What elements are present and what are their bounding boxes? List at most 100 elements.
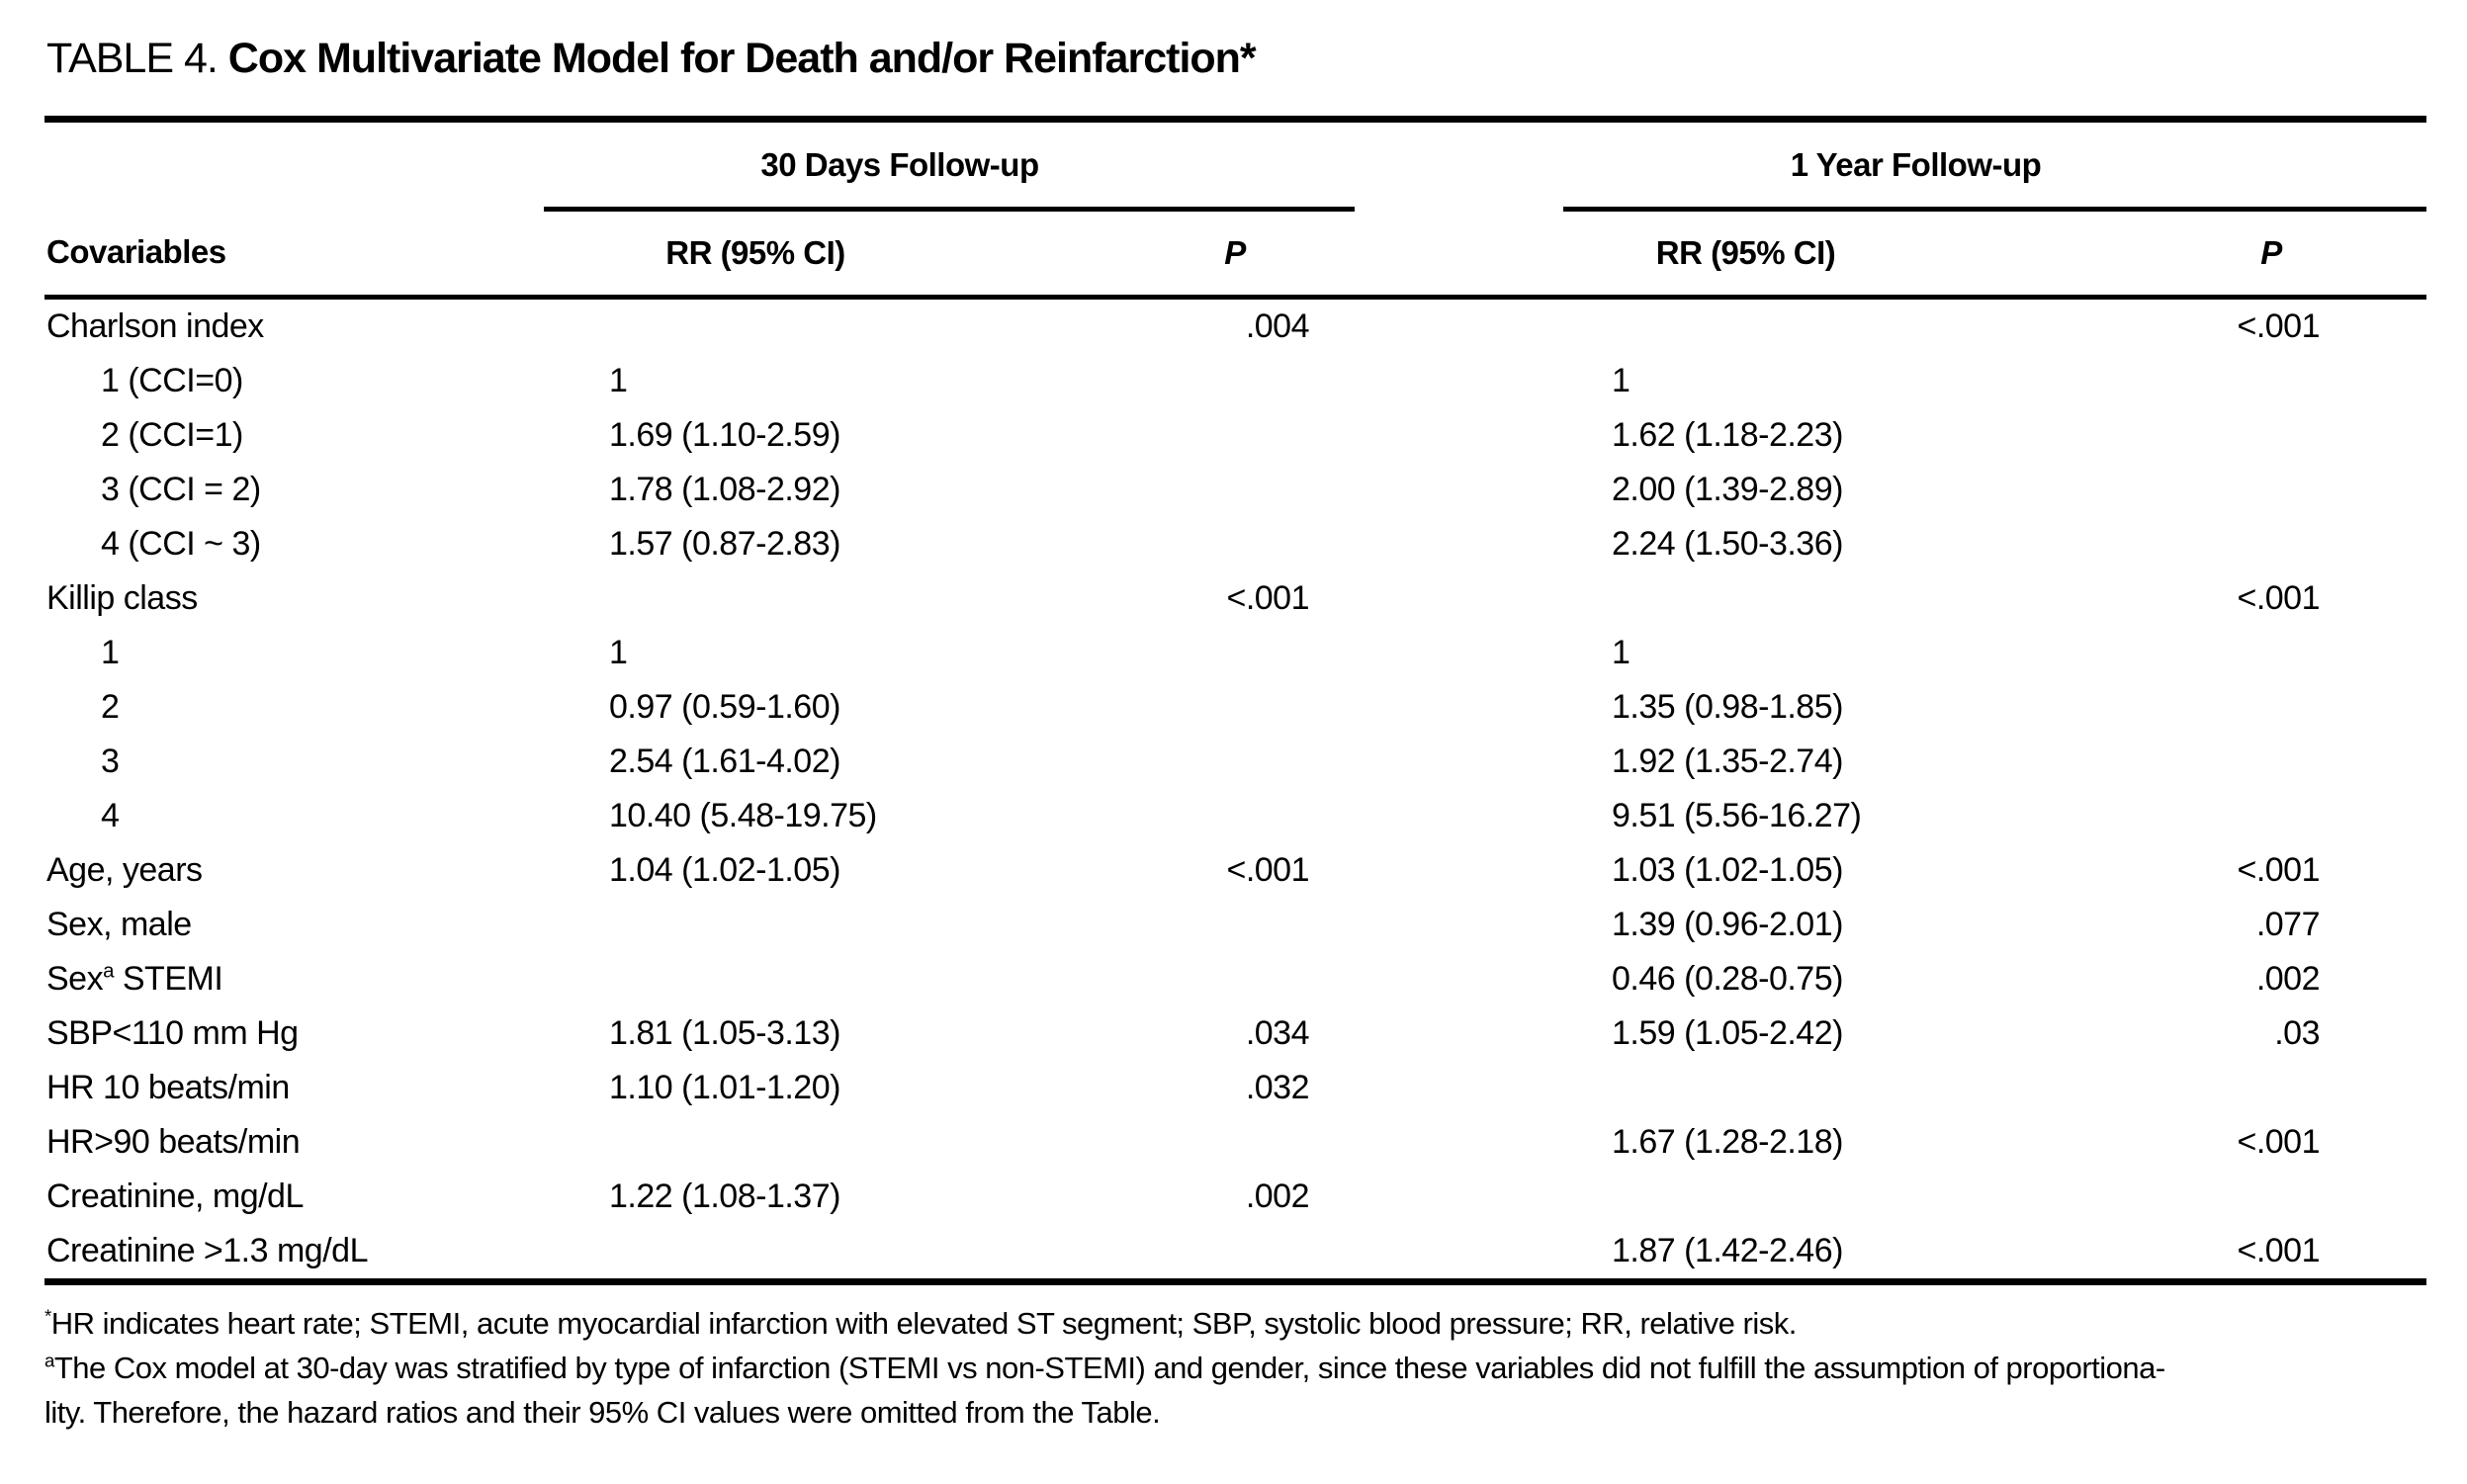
table-row: 3 2.54 (1.61-4.02) 1.92 (1.35-2.74) [44,735,2426,789]
table-header: 30 Days Follow-up 1 Year Follow-up Covar… [44,119,2426,300]
table-row: HR 10 beats/min 1.10 (1.01-1.20) .032 [44,1061,2426,1115]
rr-30d-value: 1.10 (1.01-1.20) [609,1069,840,1106]
table-row: HR>90 beats/min 1.67 (1.28-2.18) <.001 [44,1115,2426,1170]
rr-30d-value: 10.40 (5.48-19.75) [609,797,877,834]
rr-1y-value: 0.46 (0.28-0.75) [1612,960,1843,998]
rr-1y-value: 1.67 (1.28-2.18) [1612,1123,1843,1161]
p-1y-value [2076,735,2426,789]
p-1y-value: <.001 [2237,307,2320,345]
table-row: Killip class <.001 <.001 [44,571,2426,626]
rr-1y-value [1563,571,2076,626]
p-1y-value [2076,1170,2426,1224]
p-30d-value: .034 [1245,1014,1310,1052]
table-row: 4 10.40 (5.48-19.75) 9.51 (5.56-16.27) [44,789,2426,843]
rr-30d-value: 1.78 (1.08-2.92) [609,471,840,508]
table-row: 4 (CCI ~ 3) 1.57 (0.87-2.83) 2.24 (1.50-3.… [44,517,2426,571]
p-1y-value [2076,1061,2426,1115]
p-1y-value: <.001 [2237,579,2320,617]
gap-cell [1355,898,1563,952]
p-30d-value [1115,626,1355,680]
covariable-label: Sexa STEMI [46,960,223,998]
table-row: Sex, male 1.39 (0.96-2.01) .077 [44,898,2426,952]
p-30d-value: .002 [1245,1178,1310,1215]
p-1y-value: <.001 [2237,1232,2320,1269]
rr-1y-value: 1 [1612,362,1630,399]
covariable-label: 2 [101,688,120,726]
gap-cell [1355,1115,1563,1170]
spanner-gap-cell [1355,120,1563,210]
p-1y-value [2076,789,2426,843]
p-30d-value [1115,952,1355,1006]
rr-30d-value [544,1115,1115,1170]
column-header-p-30d: P [1115,209,1355,300]
gap-cell [1355,1170,1563,1224]
column-header-rr-30d: RR (95% CI) [544,209,1115,300]
gap-cell [1355,952,1563,1006]
rr-1y-value [1563,298,2076,355]
p-30d-value: .032 [1245,1069,1310,1106]
rr-30d-value: 1.04 (1.02-1.05) [609,851,840,889]
p-1y-value [2076,626,2426,680]
rr-1y-value: 1 [1612,634,1630,671]
p-30d-value [1115,517,1355,571]
rr-1y-value: 1.03 (1.02-1.05) [1612,851,1843,889]
p-1y-value [2076,680,2426,735]
p-1y-value: .002 [2255,960,2321,998]
gap-cell [1355,463,1563,517]
p-1y-value [2076,463,2426,517]
page: TABLE 4. Cox Multivariate Model for Deat… [0,34,2467,1435]
covariable-label: 4 (CCI ~ 3) [101,525,261,563]
table-body: Charlson index .004 <.001 1 (CCI=0) 1 1 2 (CCI… [44,298,2426,1282]
rr-30d-value: 1 [609,362,628,399]
p-30d-value [1115,463,1355,517]
gap-cell [1355,680,1563,735]
rr-1y-value [1563,1170,2076,1224]
rr-1y-value: 1.62 (1.18-2.23) [1612,416,1843,454]
p-30d-value: .004 [1245,307,1310,345]
p-1y-value: <.001 [2237,1123,2320,1161]
p-30d-value [1115,898,1355,952]
rr-30d-value: 2.54 (1.61-4.02) [609,742,840,780]
rr-1y-value: 2.24 (1.50-3.36) [1612,525,1843,563]
rr-30d-value [544,298,1115,355]
rr-1y-value [1563,1061,2076,1115]
table-row: 1 1 1 [44,626,2426,680]
gap-cell [1355,843,1563,898]
table-title-text: Cox Multivariate Model for Death and/or … [227,35,1257,82]
table-row: Age, years 1.04 (1.02-1.05) <.001 1.03 (1.0… [44,843,2426,898]
table-row: 2 0.97 (0.59-1.60) 1.35 (0.98-1.85) [44,680,2426,735]
covariable-label: Charlson index [46,307,264,345]
p-30d-value [1115,354,1355,408]
column-header-gap [1355,209,1563,300]
covariable-label: 3 [101,742,120,780]
covariable-label: Sex, male [46,906,192,943]
rr-30d-value: 0.97 (0.59-1.60) [609,688,840,726]
covariable-label: Killip class [46,579,198,617]
group-header-30-days: 30 Days Follow-up [544,119,1355,212]
covariable-label: Age, years [46,851,203,889]
gap-cell [1355,408,1563,463]
covariable-label: Creatinine >1.3 mg/dL [46,1232,368,1269]
table-title: TABLE 4. Cox Multivariate Model for Deat… [46,34,2426,84]
gap-cell [1355,571,1563,626]
table-number-label: TABLE 4. [46,35,219,82]
gap-cell [1355,298,1563,355]
rr-1y-value: 1.35 (0.98-1.85) [1612,688,1843,726]
rr-30d-value: 1.81 (1.05-3.13) [609,1014,840,1052]
rr-30d-value: 1.22 (1.08-1.37) [609,1178,840,1215]
covariable-label: HR 10 beats/min [46,1069,290,1106]
table-row: Creatinine, mg/dL 1.22 (1.08-1.37) .002 [44,1170,2426,1224]
p-30d-value [1115,789,1355,843]
table-row: Creatinine >1.3 mg/dL 1.87 (1.42-2.46) <.0… [44,1224,2426,1282]
footnote-line: *HR indicates heart rate; STEMI, acute m… [44,1305,1797,1341]
gap-cell [1355,735,1563,789]
covariable-label: 1 [101,634,120,671]
gap-cell [1355,1061,1563,1115]
covariable-label: 1 (CCI=0) [101,362,243,399]
cox-model-table: 30 Days Follow-up 1 Year Follow-up Covar… [44,116,2426,1285]
table-row: Sexa STEMI 0.46 (0.28-0.75) .002 [44,952,2426,1006]
rr-1y-value: 1.39 (0.96-2.01) [1612,906,1843,943]
table-row: 1 (CCI=0) 1 1 [44,354,2426,408]
footnotes: *HR indicates heart rate; STEMI, acute m… [44,1301,2426,1435]
p-30d-value: <.001 [1226,851,1309,889]
